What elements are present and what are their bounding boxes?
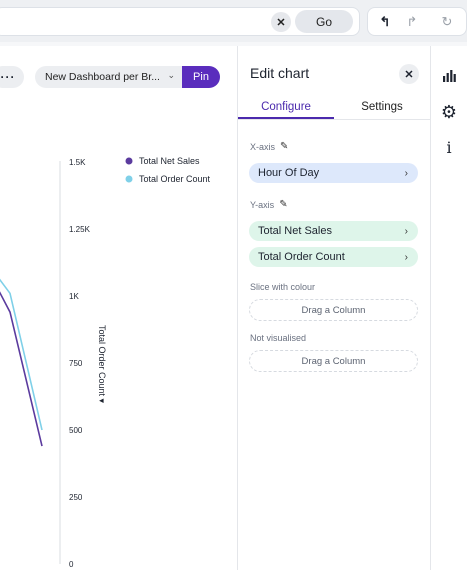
chevron-right-icon: ›: [404, 167, 408, 179]
bar-chart-icon[interactable]: [437, 64, 461, 88]
y-tick-label: 1.5K: [69, 158, 86, 167]
y-tick-label: 1K: [69, 292, 79, 301]
tab-configure[interactable]: Configure: [261, 101, 311, 113]
legend-swatch: [125, 157, 133, 165]
panel-title: Edit chart: [250, 65, 310, 81]
y-axis-label[interactable]: Total Order Count ▾: [97, 325, 107, 404]
edit-chart-panel: Edit chart ✕ Configure Settings X-axis ✎…: [237, 46, 430, 570]
undo-icon[interactable]: ↰: [379, 14, 391, 29]
not-visualised-section-label: Not visualised: [250, 333, 307, 343]
y-axis-section-label: Y-axis ✎: [250, 199, 288, 210]
pin-button[interactable]: Pin: [182, 66, 220, 88]
gear-icon[interactable]: ⚙: [440, 101, 458, 122]
legend-entry[interactable]: Total Order Count: [139, 174, 211, 184]
y-axis-column-total-net-sales[interactable]: Total Net Sales ›: [249, 221, 418, 241]
clear-search-button[interactable]: ✕: [271, 12, 291, 32]
top-toolbar: ✕ Go ↰ ↱ ↻: [0, 0, 467, 42]
close-icon: ✕: [276, 16, 286, 29]
x-axis-label: X-axis: [250, 141, 276, 152]
active-tab-indicator: [238, 117, 334, 119]
x-axis-section-label: X-axis ✎: [250, 141, 288, 152]
chevron-right-icon: ›: [404, 225, 408, 237]
line-chart: 0 250 500 750 1K 1.25K 1.5K Total Order Count …: [0, 156, 211, 569]
pencil-icon[interactable]: ✎: [279, 199, 288, 210]
y-tick-label: 500: [69, 426, 83, 435]
tab-divider: [238, 119, 430, 120]
redo-icon[interactable]: ↱: [406, 14, 418, 29]
reset-icon[interactable]: ↻: [441, 14, 453, 29]
info-icon[interactable]: i: [446, 137, 452, 157]
series-line-total-net-sales[interactable]: [0, 285, 43, 447]
right-rail: ⚙ i: [430, 46, 467, 570]
dashboard-select-label: New Dashboard per Br...: [45, 71, 160, 83]
slice-drop-zone[interactable]: Drag a Column: [249, 299, 418, 321]
pencil-icon[interactable]: ✎: [280, 141, 289, 152]
chevron-down-icon: ⌄: [167, 70, 175, 80]
column-label: Total Net Sales: [258, 225, 332, 237]
history-controls: ↰ ↱ ↻: [367, 7, 467, 36]
y-tick-label: 0: [69, 560, 74, 569]
more-options-button[interactable]: ···: [0, 66, 24, 88]
y-tick-label: 250: [69, 493, 83, 502]
dashboard-select[interactable]: New Dashboard per Br... ⌄: [35, 66, 183, 88]
chart-canvas: ··· New Dashboard per Br... ⌄ Pin 0 250 50…: [0, 46, 237, 570]
not-visualised-drop-zone[interactable]: Drag a Column: [249, 350, 418, 372]
y-tick-label: 1.25K: [69, 225, 91, 234]
y-tick-label: 750: [69, 359, 83, 368]
go-button[interactable]: Go: [295, 10, 353, 33]
slice-section-label: Slice with colour: [250, 282, 316, 292]
tab-settings[interactable]: Settings: [361, 101, 403, 113]
y-axis-column-total-order-count[interactable]: Total Order Count ›: [249, 247, 418, 267]
column-label: Hour Of Day: [258, 167, 320, 179]
close-icon: ✕: [404, 68, 414, 81]
chevron-right-icon: ›: [404, 251, 408, 263]
series-line-total-order-count[interactable]: [0, 275, 43, 431]
y-axis-section-text: Y-axis: [250, 199, 275, 210]
legend-swatch: [125, 175, 133, 183]
column-label: Total Order Count: [258, 251, 345, 263]
x-axis-column-hour-of-day[interactable]: Hour Of Day ›: [249, 163, 418, 183]
close-panel-button[interactable]: ✕: [399, 64, 419, 84]
legend-entry[interactable]: Total Net Sales: [139, 156, 200, 166]
